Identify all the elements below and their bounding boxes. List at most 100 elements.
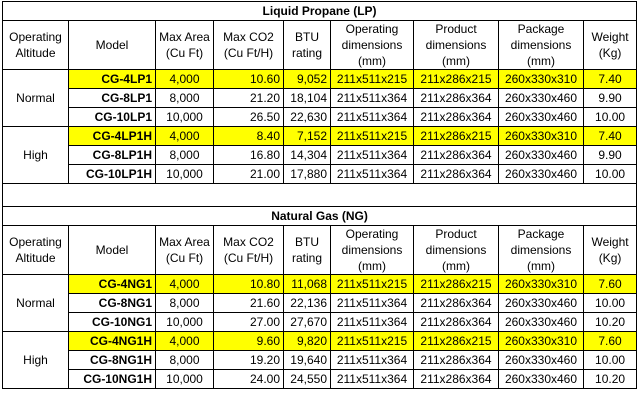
value-cell: 22,136	[283, 293, 331, 313]
value-cell: 27.00	[213, 312, 284, 332]
value-cell: 211x511x364	[330, 145, 414, 165]
value-cell: 260x330x310	[498, 274, 584, 294]
model-cell: CG-10LP1H	[68, 164, 156, 184]
value-cell: 211x286x364	[413, 293, 499, 313]
value-cell: 211x286x215	[413, 274, 499, 294]
value-cell: 8,000	[155, 88, 214, 108]
value-cell: 211x511x364	[330, 293, 414, 313]
spec-table: Liquid Propane (LP) Operating Altitude Mod…	[1, 1, 638, 389]
value-cell: 9.60	[213, 331, 284, 351]
value-cell: 10.00	[582, 293, 638, 313]
data-row: CG-8LP1H 8,000 16.80 14,304 211x511x364 211x2…	[3, 145, 638, 165]
value-cell: 18,104	[283, 88, 331, 108]
model-cell: CG-8NG1H	[68, 350, 156, 370]
value-cell: 9.90	[582, 145, 638, 165]
value-cell: 211x286x215	[413, 126, 499, 146]
value-cell: 9,052	[283, 69, 331, 89]
value-cell: 10.60	[213, 69, 284, 89]
data-row: CG-10LP1 10,000 26.50 22,630 211x511x364 211x…	[3, 107, 638, 127]
value-cell: 10.00	[582, 350, 638, 370]
value-cell: 260x330x310	[498, 331, 584, 351]
column-header: Operating dimensions (mm)	[330, 20, 414, 70]
value-cell: 211x511x215	[330, 274, 414, 294]
header-row: Operating Altitude Model Max Area (Cu Ft) M…	[2, 225, 638, 275]
value-cell: 8,000	[155, 145, 214, 165]
table-body: Liquid Propane (LP) Operating Altitude Mod…	[1, 1, 638, 389]
value-cell: 260x330x460	[498, 293, 584, 313]
data-row: CG-8LP1 8,000 21.20 18,104 211x511x364 211x28…	[3, 88, 638, 108]
data-row: Normal CG-4LP1 4,000 10.60 9,052 211x511x215 2…	[2, 69, 638, 127]
model-cell: CG-8NG1	[68, 293, 156, 313]
value-cell: 260x330x460	[498, 145, 584, 165]
column-header: Max CO2 (Cu Ft/H)	[213, 20, 284, 70]
value-cell: 27,670	[283, 312, 331, 332]
value-cell: 10.00	[582, 107, 638, 127]
value-cell: 8,000	[155, 350, 214, 370]
value-cell: 7.40	[582, 126, 638, 146]
value-cell: 9.90	[582, 88, 638, 108]
value-cell: 10.20	[582, 312, 638, 332]
column-header: Max CO2 (Cu Ft/H)	[213, 225, 284, 275]
altitude-cell: High	[2, 331, 69, 389]
column-header: Weight (Kg)	[582, 20, 638, 70]
value-cell: 7.40	[582, 69, 638, 89]
value-cell: 211x286x364	[413, 350, 499, 370]
value-cell: 14,304	[283, 145, 331, 165]
data-row: CG-8NG1 8,000 21.60 22,136 211x511x364 211x28…	[3, 293, 638, 313]
data-row: Normal CG-4NG1 4,000 10.80 11,068 211x511x215…	[2, 274, 638, 332]
value-cell: 10.00	[582, 164, 638, 184]
model-cell: CG-4LP1H	[68, 126, 156, 146]
value-cell: 211x286x364	[413, 107, 499, 127]
value-cell: 21.60	[213, 293, 284, 313]
value-cell: 211x286x364	[413, 145, 499, 165]
value-cell: 8.40	[213, 126, 284, 146]
column-header: Package dimensions (mm)	[498, 20, 584, 70]
value-cell: 211x286x215	[413, 69, 499, 89]
value-cell: 22,630	[283, 107, 331, 127]
column-header: Operating Altitude	[2, 225, 69, 275]
column-header: Operating dimensions (mm)	[330, 225, 414, 275]
column-header: Max Area (Cu Ft)	[155, 225, 214, 275]
value-cell: 260x330x460	[498, 164, 584, 184]
section-title: Liquid Propane (LP)	[1, 1, 638, 21]
column-header: Package dimensions (mm)	[498, 225, 584, 275]
value-cell: 211x286x364	[413, 164, 499, 184]
value-cell: 260x330x310	[498, 69, 584, 89]
value-cell: 211x511x364	[330, 107, 414, 127]
value-cell: 21.00	[213, 164, 284, 184]
model-cell: CG-10LP1	[68, 107, 156, 127]
value-cell: 10,000	[155, 164, 214, 184]
column-header: Product dimensions (mm)	[413, 225, 499, 275]
column-header: Model	[68, 20, 156, 70]
model-cell: CG-8LP1	[68, 88, 156, 108]
value-cell: 260x330x460	[498, 350, 584, 370]
value-cell: 19,640	[283, 350, 331, 370]
value-cell: 26.50	[213, 107, 284, 127]
model-cell: CG-10NG1	[68, 312, 156, 332]
column-header: Weight (Kg)	[582, 225, 638, 275]
value-cell: 4,000	[155, 274, 214, 294]
value-cell: 10,000	[155, 312, 214, 332]
value-cell: 211x511x215	[330, 69, 414, 89]
value-cell: 211x286x364	[413, 312, 499, 332]
value-cell: 4,000	[155, 69, 214, 89]
value-cell: 19.20	[213, 350, 284, 370]
value-cell: 211x511x215	[330, 331, 414, 351]
value-cell: 4,000	[155, 331, 214, 351]
model-cell: CG-8LP1H	[68, 145, 156, 165]
data-row: CG-10NG1H 10,000 24.00 24,550 211x511x364 211…	[3, 369, 638, 389]
value-cell: 10.80	[213, 274, 284, 294]
value-cell: 211x511x364	[330, 350, 414, 370]
value-cell: 4,000	[155, 126, 214, 146]
value-cell: 9,820	[283, 331, 331, 351]
value-cell: 260x330x460	[498, 88, 584, 108]
section-title-row: Liquid Propane (LP)	[1, 1, 638, 21]
value-cell: 260x330x460	[498, 369, 584, 389]
value-cell: 211x511x364	[330, 369, 414, 389]
altitude-cell: Normal	[2, 69, 69, 127]
data-row: CG-8NG1H 8,000 19.20 19,640 211x511x364 211x2…	[3, 350, 638, 370]
value-cell: 24,550	[283, 369, 331, 389]
altitude-cell: High	[2, 126, 69, 184]
column-header: Model	[68, 225, 156, 275]
